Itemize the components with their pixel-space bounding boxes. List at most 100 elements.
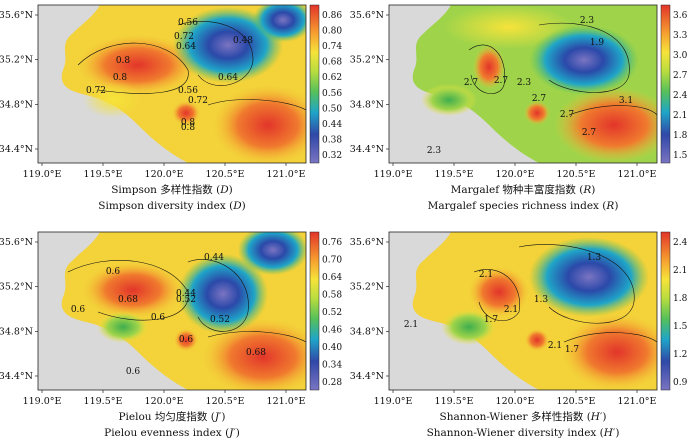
- caption-en: Margalef species richness index (R): [428, 200, 619, 212]
- colorbar-tick-label: 0.9: [673, 378, 688, 388]
- caption-cn: Shannon-Wiener 多样性指数 (H′): [440, 410, 607, 423]
- colorbar-tick-label: 0.46: [322, 326, 342, 336]
- contour-label: 0.6: [106, 267, 121, 277]
- contour-region: [469, 267, 529, 317]
- y-tick-label: 34.8°N: [350, 326, 384, 337]
- contour-label: 0.44: [176, 289, 196, 299]
- contour-region: [441, 309, 497, 345]
- caption-cn: Margalef 物种丰富度指数 (R): [451, 183, 596, 196]
- x-tick-label: 119.0°E: [374, 396, 413, 407]
- x-tick-label: 119.0°E: [23, 169, 62, 180]
- contour-line: [473, 269, 520, 321]
- contour-region: [554, 87, 657, 163]
- y-tick-label: 35.6°N: [350, 10, 384, 21]
- contour-label: 0.52: [210, 315, 230, 325]
- contour-label: 0.72: [174, 32, 194, 42]
- contour-region: [529, 237, 649, 317]
- contour-label: 2.1: [404, 320, 418, 330]
- contour-label: 0.64: [176, 42, 196, 52]
- x-tick-label: 121.0°E: [618, 169, 657, 180]
- colorbar-tick-label: 0.44: [322, 120, 342, 130]
- x-tick-label: 121.0°E: [267, 169, 306, 180]
- contour-region: [562, 314, 657, 390]
- contour-line: [468, 44, 506, 94]
- colorbar-tick-label: 2.1: [673, 111, 687, 121]
- x-tick-label: 121.0°E: [618, 396, 657, 407]
- contour-label: 2.1: [504, 305, 518, 315]
- contour-label: 0.56: [178, 86, 198, 96]
- caption-en: Pielou evenness index (J′): [104, 427, 240, 439]
- colorbar: [660, 231, 671, 391]
- contour-line: [207, 99, 306, 111]
- contour-label: 0.64: [218, 73, 238, 83]
- contour-line: [563, 332, 657, 343]
- colorbar-tick-label: 0.40: [322, 343, 342, 353]
- x-tick-label: 119.0°E: [374, 169, 413, 180]
- colorbar-tick-label: 0.74: [322, 42, 342, 52]
- colorbar-tick-label: 2.1: [673, 266, 687, 276]
- contour-label: 2.7: [582, 128, 597, 138]
- y-tick-label: 34.4°N: [0, 144, 33, 155]
- colorbar-tick-label: 3.6: [673, 11, 688, 21]
- map-frame: [37, 231, 307, 391]
- contour-label: 0.48: [233, 36, 253, 46]
- map-frame: [388, 4, 658, 164]
- contour-region: [473, 45, 505, 89]
- colorbar-tick-label: 2.4: [673, 91, 688, 101]
- colorbar-tick-label: 0.62: [322, 73, 342, 83]
- x-tick-label: 119.5°E: [435, 169, 474, 180]
- colorbar-tick-label: 0.70: [322, 256, 342, 266]
- colorbar-tick-label: 1.8: [673, 294, 688, 304]
- x-tick-label: 120.5°E: [206, 169, 245, 180]
- colorbar-tick-label: 0.34: [322, 361, 342, 371]
- contour-region: [83, 262, 183, 318]
- colorbar: [309, 231, 320, 391]
- y-tick-label: 35.2°N: [350, 55, 384, 66]
- contour-region: [97, 311, 149, 343]
- colorbar-tick-label: 0.32: [322, 151, 342, 161]
- x-tick-label: 120.0°E: [496, 396, 535, 407]
- contour-line: [568, 105, 657, 116]
- y-tick-label: 34.4°N: [350, 371, 384, 382]
- contour-label: 0.44: [204, 253, 224, 263]
- contour-label: 1.7: [565, 345, 580, 355]
- colorbar-tick-label: 0.28: [322, 378, 342, 388]
- contour-label: 0.68: [118, 295, 138, 305]
- y-tick-label: 35.6°N: [0, 10, 33, 21]
- colorbar: [660, 4, 671, 164]
- map-frame: [388, 231, 658, 391]
- x-tick-label: 120.0°E: [145, 169, 184, 180]
- contour-label: 3.1: [619, 96, 633, 106]
- y-tick-label: 35.2°N: [350, 282, 384, 293]
- x-tick-label: 121.0°E: [267, 396, 306, 407]
- x-tick-label: 120.0°E: [145, 396, 184, 407]
- contour-region: [421, 84, 477, 116]
- contour-line: [187, 259, 249, 332]
- contour-region: [253, 5, 306, 42]
- colorbar-tick-label: 0.58: [322, 291, 342, 301]
- contour-region: [83, 82, 143, 118]
- y-tick-label: 34.8°N: [0, 326, 33, 337]
- contour-label: 1.3: [587, 253, 602, 263]
- contour-region: [178, 254, 268, 334]
- colorbar-tick-label: 0.86: [322, 11, 342, 21]
- contour-label: 0.6: [151, 313, 166, 323]
- contour-label: 2.7: [560, 110, 575, 120]
- contour-label: 1.3: [534, 295, 549, 305]
- contour-label: 0.56: [178, 18, 198, 28]
- contour-label: 2.3: [580, 16, 595, 26]
- x-tick-label: 119.5°E: [84, 169, 123, 180]
- contour-label: 0.6: [179, 335, 194, 345]
- contour-line: [518, 244, 635, 324]
- caption-cn: Pielou 均匀度指数 (J′): [118, 410, 225, 423]
- contour-label: 0.8: [181, 118, 196, 128]
- x-tick-label: 120.5°E: [206, 396, 245, 407]
- contour-label: 1.9: [590, 38, 605, 48]
- colorbar-tick-label: 1.2: [673, 350, 687, 360]
- contour-label: 0.52: [176, 295, 196, 305]
- panel-shannon-wiener: 1.31.72.12.11.31.72.12.1 119.0°E 119.5°E 1…: [350, 231, 688, 439]
- contour-label: 2.7: [464, 78, 479, 88]
- contour-label: 2.7: [494, 76, 509, 86]
- caption-en: Shannon-Wiener diversity index (H′): [427, 427, 620, 439]
- contour-region: [78, 35, 198, 95]
